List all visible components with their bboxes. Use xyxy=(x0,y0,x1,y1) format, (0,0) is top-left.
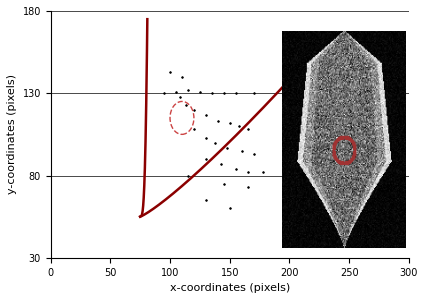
Point xyxy=(244,127,251,132)
Point xyxy=(236,124,243,128)
Point xyxy=(184,173,191,178)
Point xyxy=(202,112,209,117)
Y-axis label: y-coordinates (pixels): y-coordinates (pixels) xyxy=(7,74,17,194)
Point xyxy=(227,206,233,211)
Point xyxy=(220,181,227,186)
Point xyxy=(167,69,173,74)
Point xyxy=(244,184,251,189)
Point xyxy=(250,91,257,96)
Point xyxy=(227,120,233,125)
Point xyxy=(182,102,189,107)
X-axis label: x-coordinates (pixels): x-coordinates (pixels) xyxy=(170,283,290,293)
Point xyxy=(190,107,197,112)
Point xyxy=(202,157,209,161)
Point xyxy=(212,140,219,145)
Point xyxy=(224,145,231,150)
Point xyxy=(208,91,215,96)
Point xyxy=(184,88,191,92)
Point xyxy=(232,91,239,96)
Point xyxy=(232,167,239,171)
Point xyxy=(250,152,257,157)
Point xyxy=(176,94,183,99)
Point xyxy=(214,119,221,124)
Point xyxy=(190,127,197,132)
Point xyxy=(202,198,209,203)
Point xyxy=(220,91,227,96)
Point xyxy=(260,170,266,175)
Point xyxy=(202,135,209,140)
Point xyxy=(218,162,225,167)
Point xyxy=(244,170,251,175)
Point xyxy=(178,74,185,79)
Point xyxy=(173,89,179,94)
Point xyxy=(196,89,203,94)
Point xyxy=(238,148,245,153)
Point xyxy=(161,91,167,96)
